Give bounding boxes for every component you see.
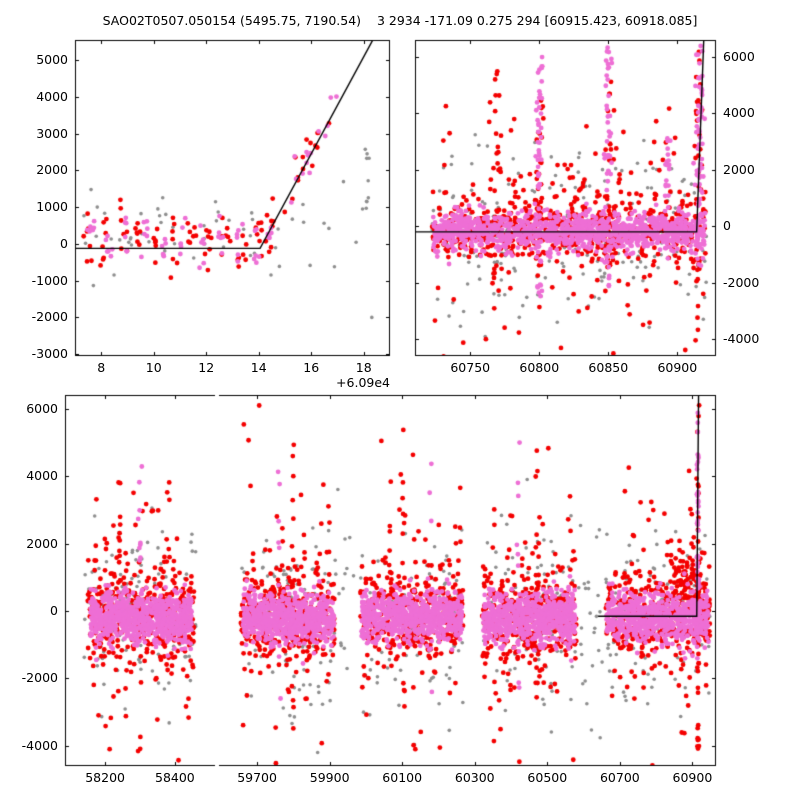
x-tick-label: 58200: [85, 770, 125, 785]
x-tick-label: 60900: [672, 770, 713, 785]
x-tick-label: 60900: [657, 360, 698, 375]
x-tick-label: 16: [303, 360, 320, 375]
x-axis-offset-label: +6.09e4: [336, 375, 390, 390]
y-tick-label: 1000: [36, 198, 68, 214]
x-tick-label: 59900: [309, 770, 350, 785]
x-tick-label: 60100: [382, 770, 423, 785]
x-tick-label: 60300: [454, 770, 495, 785]
x-tick-label: 10: [145, 360, 162, 375]
x-tick-label: 60750: [450, 360, 491, 375]
y-tick-label: 0: [723, 217, 731, 233]
y-tick-label: 2000: [26, 535, 58, 551]
y-tick-label: -4000: [21, 737, 58, 753]
x-tick-label: 60850: [588, 360, 629, 375]
chart-title: SAO02T0507.050154 (5495.75, 7190.54) 3 2…: [102, 13, 698, 28]
y-tick-label: 5000: [36, 51, 68, 67]
x-tick-label: 58400: [154, 770, 195, 785]
y-tick-label: 4000: [26, 468, 58, 484]
x-tick-label: 60700: [599, 770, 640, 785]
y-tick-label: 2000: [723, 161, 755, 177]
y-tick-label: 0: [60, 235, 68, 251]
x-tick-label: 8: [97, 360, 106, 375]
y-tick-label: -2000: [21, 670, 58, 686]
y-tick-label: -2000: [723, 274, 760, 290]
x-tick-label: 60500: [527, 770, 568, 785]
y-tick-label: -3000: [31, 345, 68, 361]
y-tick-label: 3000: [36, 125, 68, 141]
y-tick-label: 4000: [36, 88, 68, 104]
y-tick-label: -1000: [31, 272, 68, 288]
y-tick-label: 6000: [723, 48, 755, 64]
x-tick-label: 12: [198, 360, 215, 375]
y-tick-label: -4000: [723, 330, 760, 346]
x-tick-label: 59700: [237, 770, 277, 785]
x-tick-label: 18: [355, 360, 372, 375]
x-tick-label: 60800: [519, 360, 560, 375]
y-tick-label: 2000: [36, 162, 68, 178]
y-tick-label: -2000: [31, 309, 68, 325]
y-tick-label: 4000: [723, 105, 755, 121]
y-tick-label: 6000: [26, 400, 58, 416]
x-tick-label: 14: [250, 360, 267, 375]
y-tick-label: 0: [50, 602, 58, 618]
